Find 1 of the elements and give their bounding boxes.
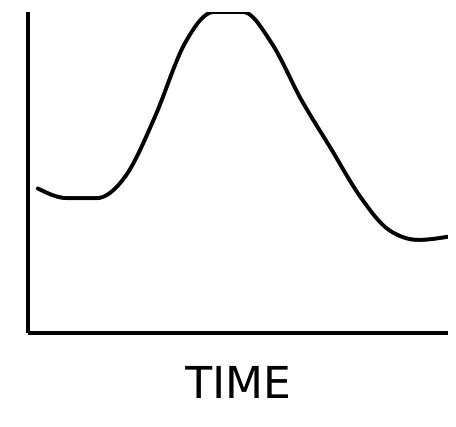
x-axis-title: TIME	[184, 358, 291, 409]
